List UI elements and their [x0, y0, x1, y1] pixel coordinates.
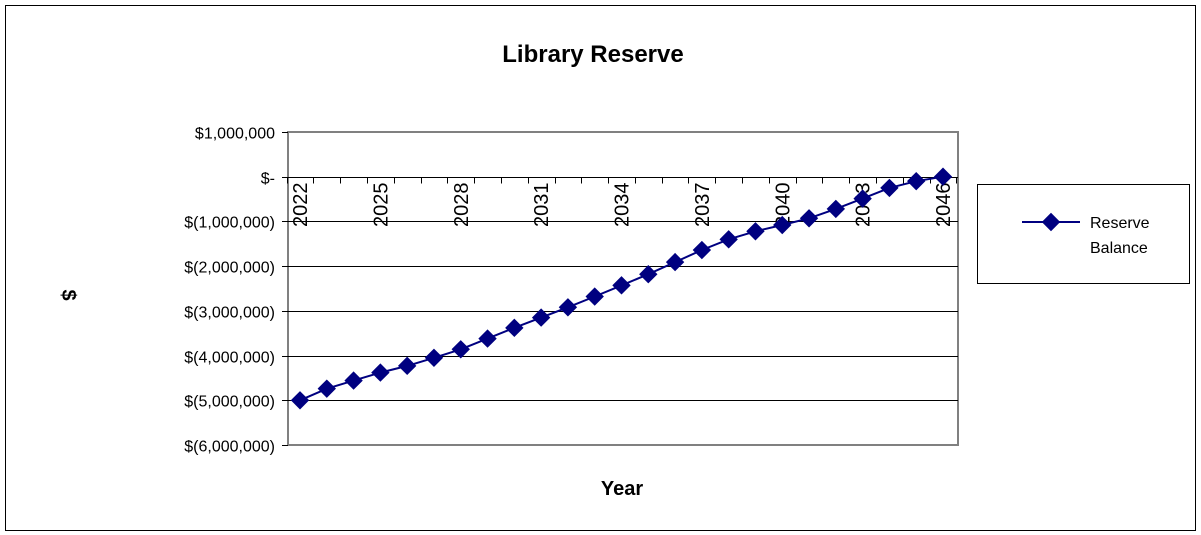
- legend-label-reserve-balance: Reserve: [1090, 215, 1150, 232]
- data-point-marker: [853, 189, 872, 208]
- data-point-marker: [585, 287, 604, 306]
- y-tick-label: $(1,000,000): [184, 215, 275, 232]
- data-point-marker: [478, 329, 497, 348]
- y-tick-label: $(4,000,000): [184, 350, 275, 367]
- x-tick-label: 2037: [692, 183, 714, 228]
- x-tick-label: 2028: [451, 183, 473, 228]
- data-point-marker: [826, 199, 846, 219]
- y-tick-label: $(2,000,000): [184, 260, 275, 277]
- y-axis: $1,000,000 $- $(1,000,000) $(2,000,000) $(3,…: [184, 126, 288, 456]
- data-point-marker: [344, 371, 363, 390]
- data-point-marker: [424, 348, 444, 367]
- data-point-marker: [773, 215, 792, 235]
- x-tick-label: 2046: [933, 183, 955, 228]
- legend-label-reserve-balance-line2: Balance: [1090, 240, 1148, 257]
- data-point-marker: [907, 171, 926, 191]
- x-tick-label: 2025: [370, 183, 392, 228]
- x-tick-label: 2031: [531, 183, 553, 228]
- chart-title: Library Reserve: [502, 41, 683, 68]
- legend-marker-swatch: [1041, 212, 1061, 232]
- data-point-marker: [639, 264, 658, 284]
- data-point-marker: [880, 178, 899, 198]
- data-point-marker: [317, 379, 336, 398]
- y-tick-label: $(6,000,000): [184, 439, 275, 456]
- x-axis: 202220252028203120342037204020432046: [287, 177, 958, 228]
- data-point-marker: [290, 391, 310, 410]
- y-axis-label: $: [57, 289, 79, 300]
- y-tick-label: $-: [261, 171, 275, 188]
- legend-box: [977, 184, 1190, 284]
- data-point-marker: [505, 318, 524, 338]
- data-point-marker: [371, 363, 390, 382]
- series-reserve-balance: [290, 167, 953, 410]
- y-tick-label: $1,000,000: [195, 126, 275, 143]
- data-point-marker: [746, 222, 765, 241]
- data-point-marker: [558, 298, 578, 317]
- x-tick-label: 2022: [290, 183, 312, 228]
- data-point-marker: [612, 276, 631, 295]
- legend: Reserve Balance: [977, 184, 1190, 284]
- data-point-marker: [799, 209, 819, 228]
- data-point-marker: [692, 240, 712, 260]
- y-tick-label: $(3,000,000): [184, 305, 275, 322]
- x-axis-label: Year: [601, 478, 643, 500]
- x-tick-label: 2040: [772, 183, 794, 228]
- data-point-marker: [719, 230, 738, 249]
- data-point-marker: [665, 252, 685, 272]
- data-point-marker: [531, 308, 551, 327]
- data-point-marker: [397, 356, 417, 376]
- x-tick-label: 2034: [612, 183, 634, 228]
- data-point-marker: [451, 340, 470, 359]
- y-tick-label: $(5,000,000): [184, 394, 275, 411]
- data-point-marker: [933, 167, 953, 186]
